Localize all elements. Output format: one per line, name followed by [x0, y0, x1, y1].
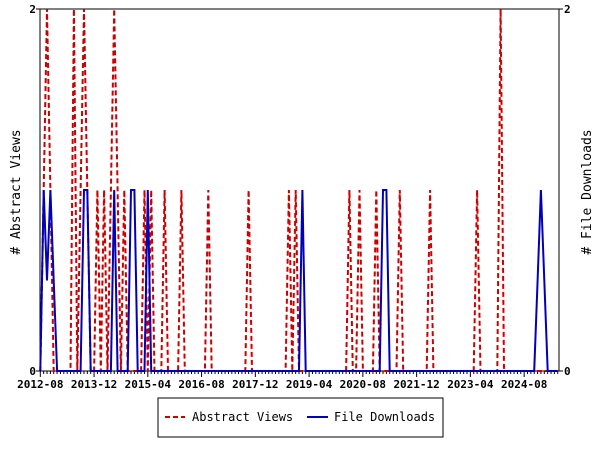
x-tick-label: 2024-08 — [501, 378, 547, 391]
x-tick-label: 2023-04 — [447, 378, 494, 391]
y-right-tick-bottom: 0 — [564, 365, 571, 378]
x-tick-label: 2019-04 — [286, 378, 333, 391]
x-tick-label: 2013-12 — [71, 378, 117, 391]
y-left-tick-top: 2 — [29, 3, 36, 16]
legend-label-file-downloads: File Downloads — [334, 410, 435, 424]
y-right-tick-top: 2 — [564, 3, 571, 16]
x-tick-label: 2012-08 — [17, 378, 63, 391]
x-tick-label: 2016-08 — [178, 378, 224, 391]
x-tick-label: 2017-12 — [232, 378, 278, 391]
x-axis-labels: 2012-08 2013-12 2015-04 2016-08 2017-12 2019-… — [17, 378, 547, 391]
y-axis-label-left: # Abstract Views — [9, 129, 24, 254]
x-tick-label: 2020-08 — [340, 378, 386, 391]
y-axis-label-right: # File Downloads — [580, 129, 595, 254]
legend: Abstract Views File Downloads — [157, 397, 444, 438]
legend-label-abstract-views: Abstract Views — [192, 410, 293, 424]
y-left-tick-bottom: 0 — [29, 365, 36, 378]
x-tick-label: 2021-12 — [393, 378, 439, 391]
series-line-file-downloads — [39, 189, 558, 372]
x-tick-label: 2015-04 — [125, 378, 172, 391]
series-layer — [39, 8, 558, 372]
